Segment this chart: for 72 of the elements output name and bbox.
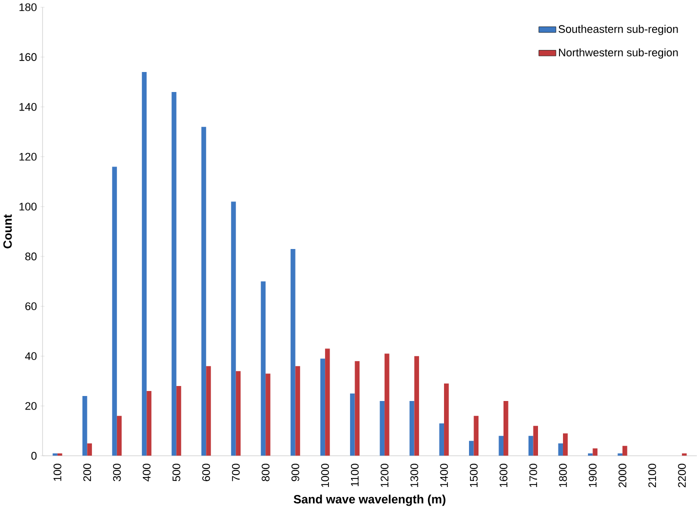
bar <box>410 400 414 456</box>
bar <box>201 126 206 456</box>
bar <box>558 443 563 456</box>
y-tick-label: 100 <box>20 202 37 210</box>
x-tick-label: 1600 <box>500 464 508 487</box>
bar <box>320 358 326 456</box>
y-tick-label: 160 <box>20 53 37 61</box>
x-tick-label: 2100 <box>648 464 656 488</box>
y-tick-label: 80 <box>25 252 37 260</box>
x-tick-label: 900 <box>291 464 300 482</box>
x-tick-label: 700 <box>232 464 240 482</box>
bar <box>176 386 182 456</box>
bar <box>533 426 538 456</box>
bar <box>172 92 176 456</box>
bar <box>325 348 330 456</box>
bar <box>622 446 628 456</box>
y-tick-label: 0 <box>31 452 37 460</box>
bar <box>290 248 296 456</box>
x-axis-title: Sand wave wavelength (m) <box>294 494 446 506</box>
bar <box>236 370 241 456</box>
y-tick-label: 180 <box>20 3 37 12</box>
bar <box>116 416 122 456</box>
bar <box>562 433 568 456</box>
bar <box>528 436 534 456</box>
bar <box>439 423 444 456</box>
bar <box>414 356 420 456</box>
x-tick-label: 2000 <box>618 464 626 488</box>
bar <box>206 366 211 456</box>
bar <box>231 202 236 456</box>
bar <box>592 448 598 456</box>
bar <box>87 443 92 456</box>
x-tick-label: 1700 <box>529 464 538 487</box>
y-axis-title: Count <box>3 214 12 248</box>
x-tick-label: 1100 <box>350 464 359 486</box>
x-tick-label: 1300 <box>410 464 418 487</box>
bar <box>498 436 504 456</box>
legend-label: Southeastern sub-region <box>558 24 678 36</box>
x-tick-label: 300 <box>113 464 121 482</box>
y-tick-label: 20 <box>25 402 37 410</box>
bar <box>504 400 508 456</box>
x-tick-label: 1200 <box>380 464 388 487</box>
x-tick-label: 400 <box>142 464 151 482</box>
bar <box>266 373 270 456</box>
bar <box>146 390 152 456</box>
bar <box>469 440 474 456</box>
y-tick-label: 140 <box>20 102 37 111</box>
y-tick-label: 60 <box>25 302 37 310</box>
y-tick-label: 40 <box>25 352 37 360</box>
x-tick-label: 1400 <box>440 464 448 487</box>
x-tick-label: 100 <box>54 464 62 481</box>
x-tick-label: 1900 <box>588 464 597 487</box>
bar <box>474 416 479 456</box>
x-tick-label: 1000 <box>321 464 329 487</box>
bar <box>384 354 390 456</box>
x-tick-label: 1800 <box>559 464 567 487</box>
bar <box>350 393 355 456</box>
legend-label: Northwestern sub-region <box>559 48 678 58</box>
bar <box>354 361 360 456</box>
x-tick-label: 800 <box>262 464 270 482</box>
bar <box>142 72 147 456</box>
x-tick-label: 2200 <box>678 464 686 488</box>
bar <box>295 366 300 456</box>
bar <box>444 383 449 456</box>
bar <box>82 396 88 456</box>
bar <box>260 281 266 456</box>
x-tick-label: 200 <box>83 464 92 482</box>
x-tick-label: 500 <box>172 464 180 482</box>
x-tick-label: 600 <box>202 464 210 482</box>
bar <box>380 400 385 456</box>
x-tick-label: 1500 <box>470 464 478 487</box>
y-tick-label: 120 <box>20 152 37 161</box>
bar <box>112 166 117 456</box>
